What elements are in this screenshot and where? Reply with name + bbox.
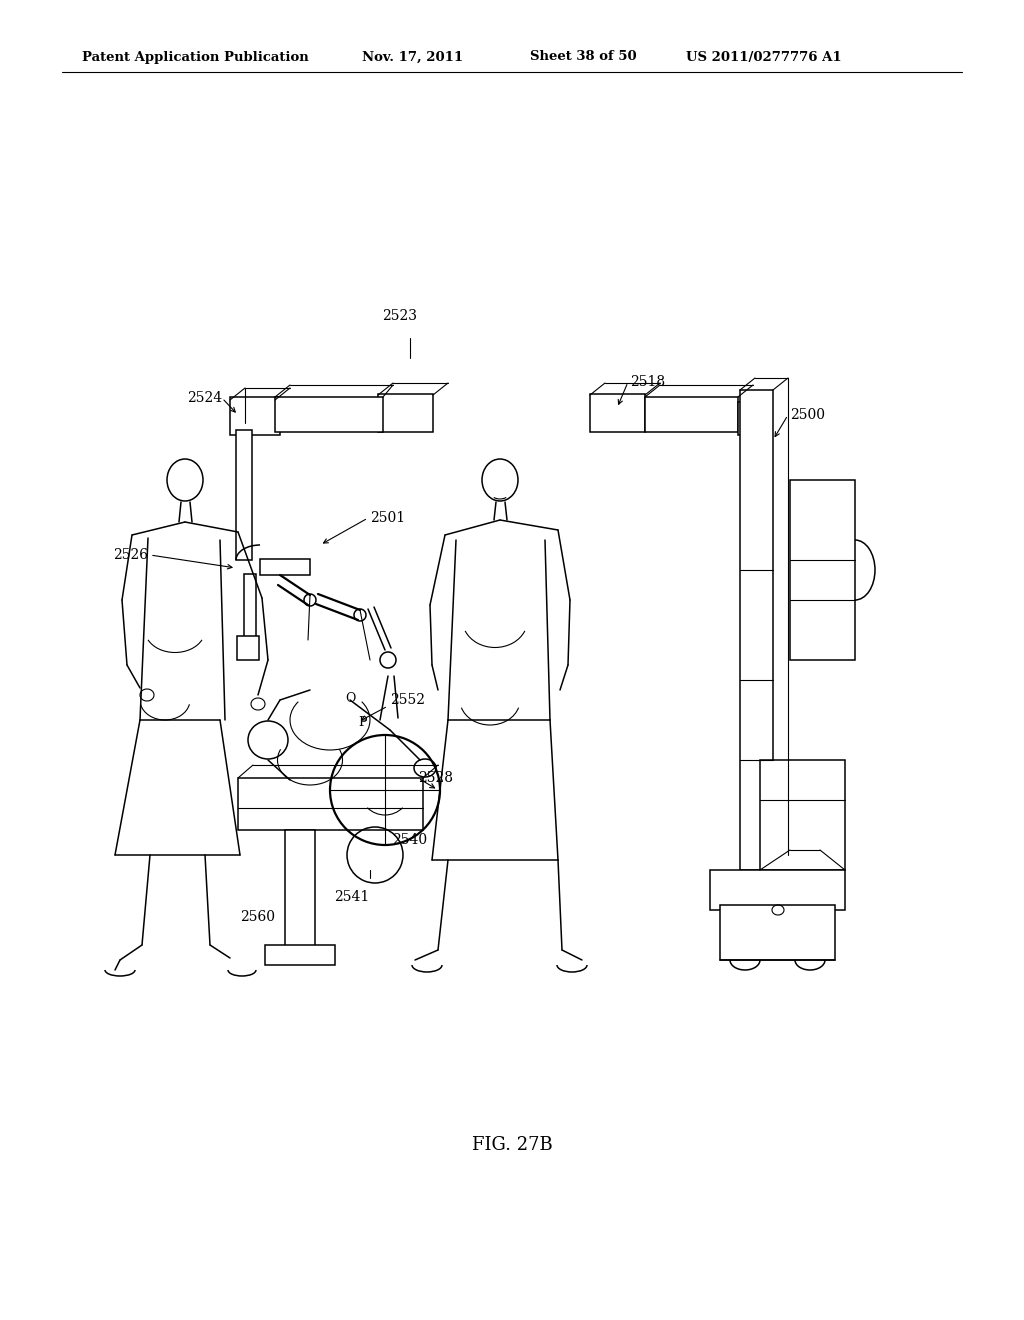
Bar [285,830,315,960]
Bar [760,760,845,870]
Text: 2518: 2518 [630,375,666,389]
Bar [275,397,383,432]
Bar [378,393,433,432]
Bar [237,636,259,660]
Bar [738,403,756,436]
Text: Sheet 38 of 50: Sheet 38 of 50 [530,50,637,63]
Bar [260,558,310,576]
Bar [236,430,252,560]
Text: 2541: 2541 [335,890,370,904]
Bar [230,397,280,436]
Text: 2552: 2552 [390,693,425,708]
Bar [710,870,845,909]
Text: 2528: 2528 [418,771,453,785]
Text: Patent Application Publication: Patent Application Publication [82,50,309,63]
Bar [720,906,835,960]
Bar [238,777,423,830]
Text: 2500: 2500 [790,408,825,422]
Text: P: P [358,717,368,730]
Bar [790,480,855,660]
Bar [740,389,773,870]
Text: 2540: 2540 [392,833,427,847]
Text: FIG. 27B: FIG. 27B [472,1137,552,1154]
Text: 2523: 2523 [383,309,418,323]
Bar [645,397,738,432]
Bar [590,393,645,432]
Bar [244,574,256,640]
Text: Nov. 17, 2011: Nov. 17, 2011 [362,50,463,63]
Text: 2526: 2526 [113,548,148,562]
Text: O: O [345,692,355,705]
Text: 2501: 2501 [370,511,406,525]
Bar [265,945,335,965]
Text: 2560: 2560 [241,909,275,924]
Text: US 2011/0277776 A1: US 2011/0277776 A1 [686,50,842,63]
Text: 2524: 2524 [186,391,222,405]
